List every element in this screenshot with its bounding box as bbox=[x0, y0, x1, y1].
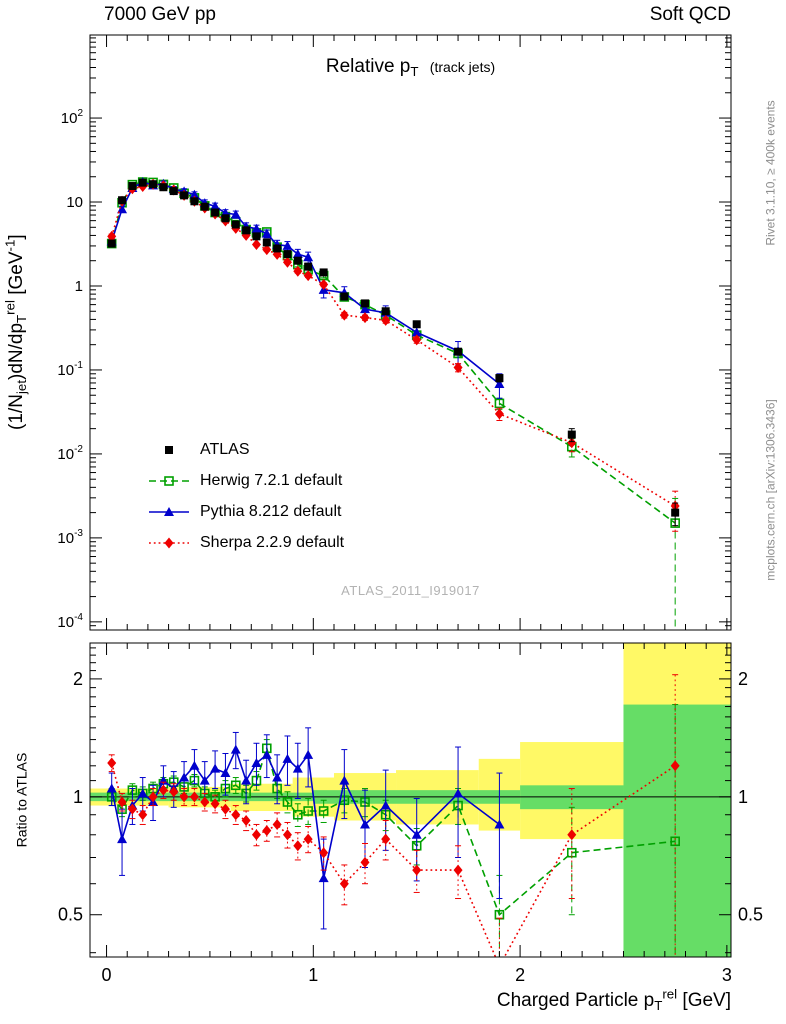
svg-text:10-2: 10-2 bbox=[57, 444, 83, 463]
svg-text:10-3: 10-3 bbox=[57, 528, 83, 547]
mcplots-reference-note: mcplots.cern.ch [arXiv:1306.3436] bbox=[764, 399, 778, 581]
svg-text:0.5: 0.5 bbox=[738, 905, 763, 925]
legend-item-herwig: Herwig 7.2.1 default bbox=[146, 465, 344, 496]
plot-title: Relative pT (track jets) bbox=[90, 56, 731, 79]
svg-text:10: 10 bbox=[66, 194, 83, 211]
legend-item-atlas: ATLAS bbox=[146, 434, 344, 465]
beam-energy-label: 7000 GeV pp bbox=[104, 4, 216, 25]
svg-text:2: 2 bbox=[515, 965, 525, 985]
plot-header: 7000 GeV pp Soft QCD bbox=[90, 4, 731, 26]
svg-text:2: 2 bbox=[738, 669, 748, 689]
atlas-marker-icon bbox=[165, 445, 173, 454]
svg-text:1: 1 bbox=[75, 278, 83, 295]
legend-label-herwig: Herwig 7.2.1 default bbox=[200, 471, 343, 489]
svg-text:1: 1 bbox=[308, 965, 318, 985]
legend-item-sherpa: Sherpa 2.2.9 default bbox=[146, 527, 344, 558]
process-group-label: Soft QCD bbox=[649, 4, 731, 25]
sherpa-marker-icon bbox=[149, 537, 189, 548]
legend: ATLAS Herwig 7.2.1 default Pythia 8.212 … bbox=[146, 434, 344, 558]
herwig-marker-icon bbox=[149, 475, 189, 486]
pythia-marker-icon bbox=[149, 506, 189, 516]
svg-text:10-4: 10-4 bbox=[57, 612, 83, 631]
legend-label-sherpa: Sherpa 2.2.9 default bbox=[200, 533, 345, 551]
rivet-version-note: Rivet 3.1.10, ≥ 400k events bbox=[764, 100, 778, 246]
legend-label-atlas: ATLAS bbox=[200, 440, 250, 458]
y-axis-label-main: (1/Njet)dN/dpTrel [GeV-1] bbox=[2, 234, 30, 431]
svg-text:102: 102 bbox=[61, 108, 84, 127]
svg-text:0: 0 bbox=[102, 965, 112, 985]
x-axis-label: Charged Particle pTrel [GeV] bbox=[496, 987, 731, 1014]
plot-title-suffix: (track jets) bbox=[429, 59, 496, 75]
plot-title-main: Relative pT bbox=[325, 56, 419, 79]
svg-text:0.5: 0.5 bbox=[58, 905, 83, 925]
analysis-id-watermark: ATLAS_2011_I919017 bbox=[341, 583, 480, 598]
y-axis-label-ratio: Ratio to ATLAS bbox=[13, 752, 29, 848]
svg-text:3: 3 bbox=[722, 965, 732, 985]
svg-text:10-1: 10-1 bbox=[57, 360, 83, 379]
legend-label-pythia: Pythia 8.212 default bbox=[200, 502, 342, 520]
svg-text:2: 2 bbox=[73, 669, 83, 689]
svg-text:1: 1 bbox=[73, 787, 83, 807]
svg-text:1: 1 bbox=[738, 787, 748, 807]
legend-item-pythia: Pythia 8.212 default bbox=[146, 496, 344, 527]
